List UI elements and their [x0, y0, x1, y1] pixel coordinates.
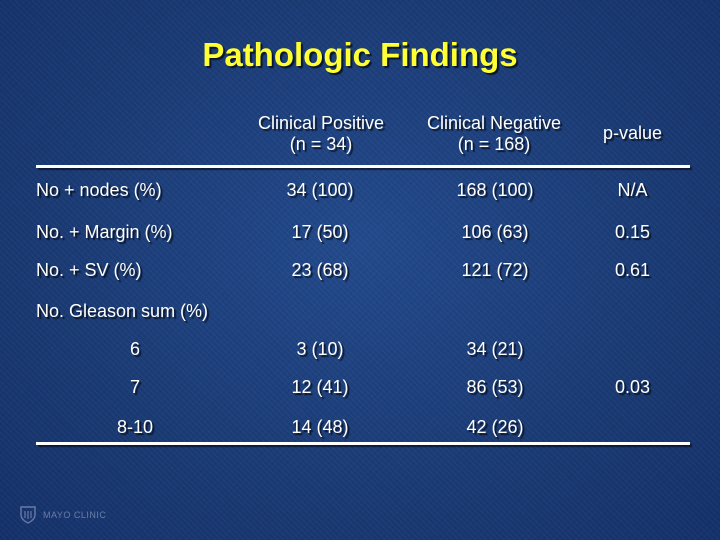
mayo-logo-text: MAYO CLINIC [43, 510, 107, 520]
row-label: No. + Margin (%) [36, 222, 173, 242]
cell-clinical-positive: 14 (48) [291, 417, 349, 437]
row-label: No + nodes (%) [36, 180, 162, 200]
header-p-value: p-value [602, 123, 663, 143]
cell-clinical-negative: 121 (72) [461, 260, 529, 280]
cell-clinical-negative: 106 (63) [461, 222, 529, 242]
header-clinical-negative-n: (n = 168) [457, 134, 531, 154]
header-clinical-positive-label: Clinical Positive [257, 113, 385, 133]
gleason-section-label: No. Gleason sum (%) [36, 301, 209, 321]
header-clinical-positive: Clinical Positive (n = 34) [243, 113, 399, 155]
footer-divider [36, 442, 690, 445]
cell-clinical-positive: 3 (10) [296, 339, 344, 359]
gleason-p-value: 0.03 [614, 377, 651, 397]
cell-p-value: 0.15 [614, 222, 651, 242]
header-clinical-negative-label: Clinical Negative [426, 113, 562, 133]
slide-title: Pathologic Findings [202, 36, 518, 73]
header-clinical-positive-n: (n = 34) [289, 134, 353, 154]
gleason-sum: 6 [129, 339, 140, 359]
cell-p-value: N/A [617, 180, 648, 200]
cell-clinical-positive: 23 (68) [291, 260, 349, 280]
cell-clinical-negative: 34 (21) [466, 339, 524, 359]
cell-clinical-positive: 12 (41) [291, 377, 349, 397]
cell-clinical-positive: 34 (100) [286, 180, 354, 200]
gleason-sum: 8-10 [116, 417, 154, 437]
header-clinical-negative: Clinical Negative (n = 168) [412, 113, 576, 155]
row-label: No. + SV (%) [36, 260, 142, 280]
cell-clinical-negative: 42 (26) [466, 417, 524, 437]
header-divider [36, 165, 690, 168]
cell-p-value: 0.61 [614, 260, 651, 280]
cell-clinical-positive: 17 (50) [291, 222, 349, 242]
cell-clinical-negative: 168 (100) [456, 180, 534, 200]
cell-clinical-negative: 86 (53) [466, 377, 524, 397]
mayo-logo: MAYO CLINIC [18, 505, 106, 525]
mayo-shield-icon [20, 506, 36, 524]
gleason-sum: 7 [129, 377, 140, 397]
